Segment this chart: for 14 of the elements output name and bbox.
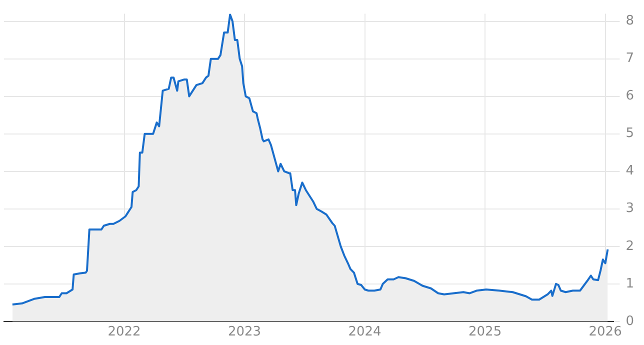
x-tick-label: 2024 — [348, 324, 382, 340]
y-tick-label: 5 — [626, 126, 634, 142]
y-tick-label: 8 — [626, 14, 634, 29]
y-tick-label: 6 — [626, 88, 634, 104]
x-tick-label: 2025 — [468, 324, 502, 340]
x-tick-label: 2022 — [108, 324, 141, 340]
y-tick-label: 3 — [626, 201, 634, 216]
x-tick-label: 2023 — [228, 324, 262, 340]
y-tick-label: 2 — [626, 238, 634, 254]
y-tick-label: 1 — [626, 276, 634, 292]
x-tick-label: 2026 — [588, 324, 622, 340]
y-tick-label: 0 — [626, 314, 634, 329]
y-tick-label: 4 — [626, 164, 634, 179]
y-tick-label: 7 — [626, 51, 634, 66]
